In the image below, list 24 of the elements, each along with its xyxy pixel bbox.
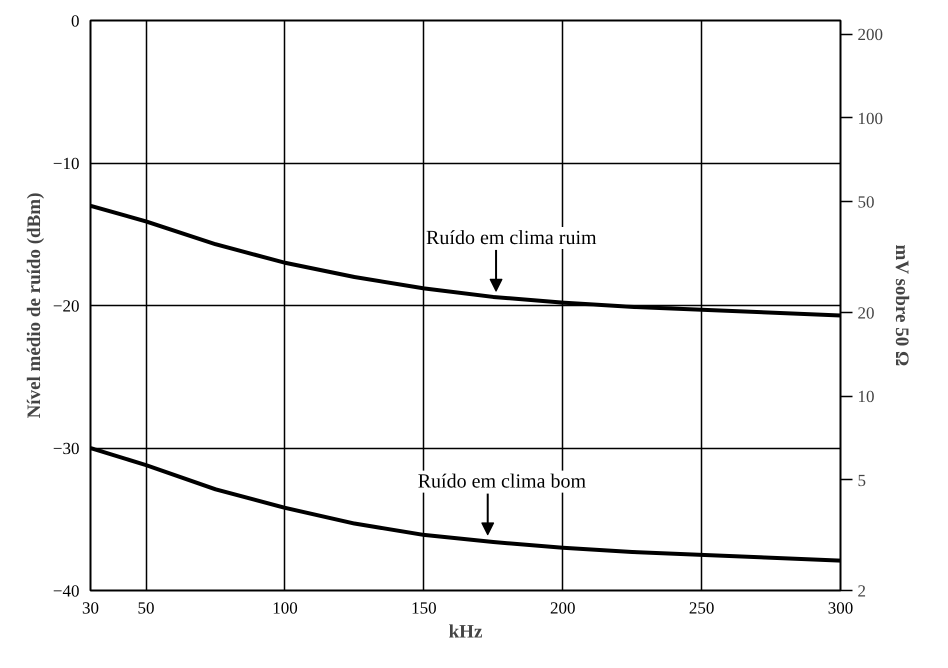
y-tick-label: −10 bbox=[52, 154, 80, 173]
y2-tick-label: 10 bbox=[858, 387, 874, 406]
x-tick-label: 100 bbox=[272, 598, 298, 618]
y2-tick-label: 200 bbox=[858, 25, 883, 44]
x-tick-label: 300 bbox=[828, 598, 854, 618]
annotation: Ruído em clima ruim bbox=[426, 226, 598, 249]
y2-axis-title: mV sobre 50 Ω bbox=[891, 244, 912, 366]
y2-tick-label: 50 bbox=[858, 192, 874, 212]
x-tick-label: 250 bbox=[688, 598, 714, 618]
x-tick-label: 150 bbox=[411, 598, 437, 618]
x-axis-title: kHz bbox=[448, 622, 483, 642]
x-tick-label: 50 bbox=[138, 598, 155, 618]
x-tick-label: 200 bbox=[550, 598, 576, 618]
y-tick-label: 0 bbox=[71, 12, 80, 30]
y2-tick-label: 5 bbox=[858, 470, 866, 490]
y-tick-label: −30 bbox=[52, 439, 80, 458]
y-axis-title: Nível médio de ruído (dBm) bbox=[24, 192, 45, 418]
y-tick-label: −40 bbox=[52, 582, 80, 600]
annotation: Ruído em clima bom bbox=[418, 470, 586, 493]
y2-tick-label: 2 bbox=[858, 582, 866, 600]
y2-tick-label: 100 bbox=[858, 108, 883, 128]
x-tick-label: 30 bbox=[82, 598, 99, 618]
y2-tick-label: 20 bbox=[858, 303, 874, 322]
y-tick-label: −20 bbox=[52, 296, 80, 316]
